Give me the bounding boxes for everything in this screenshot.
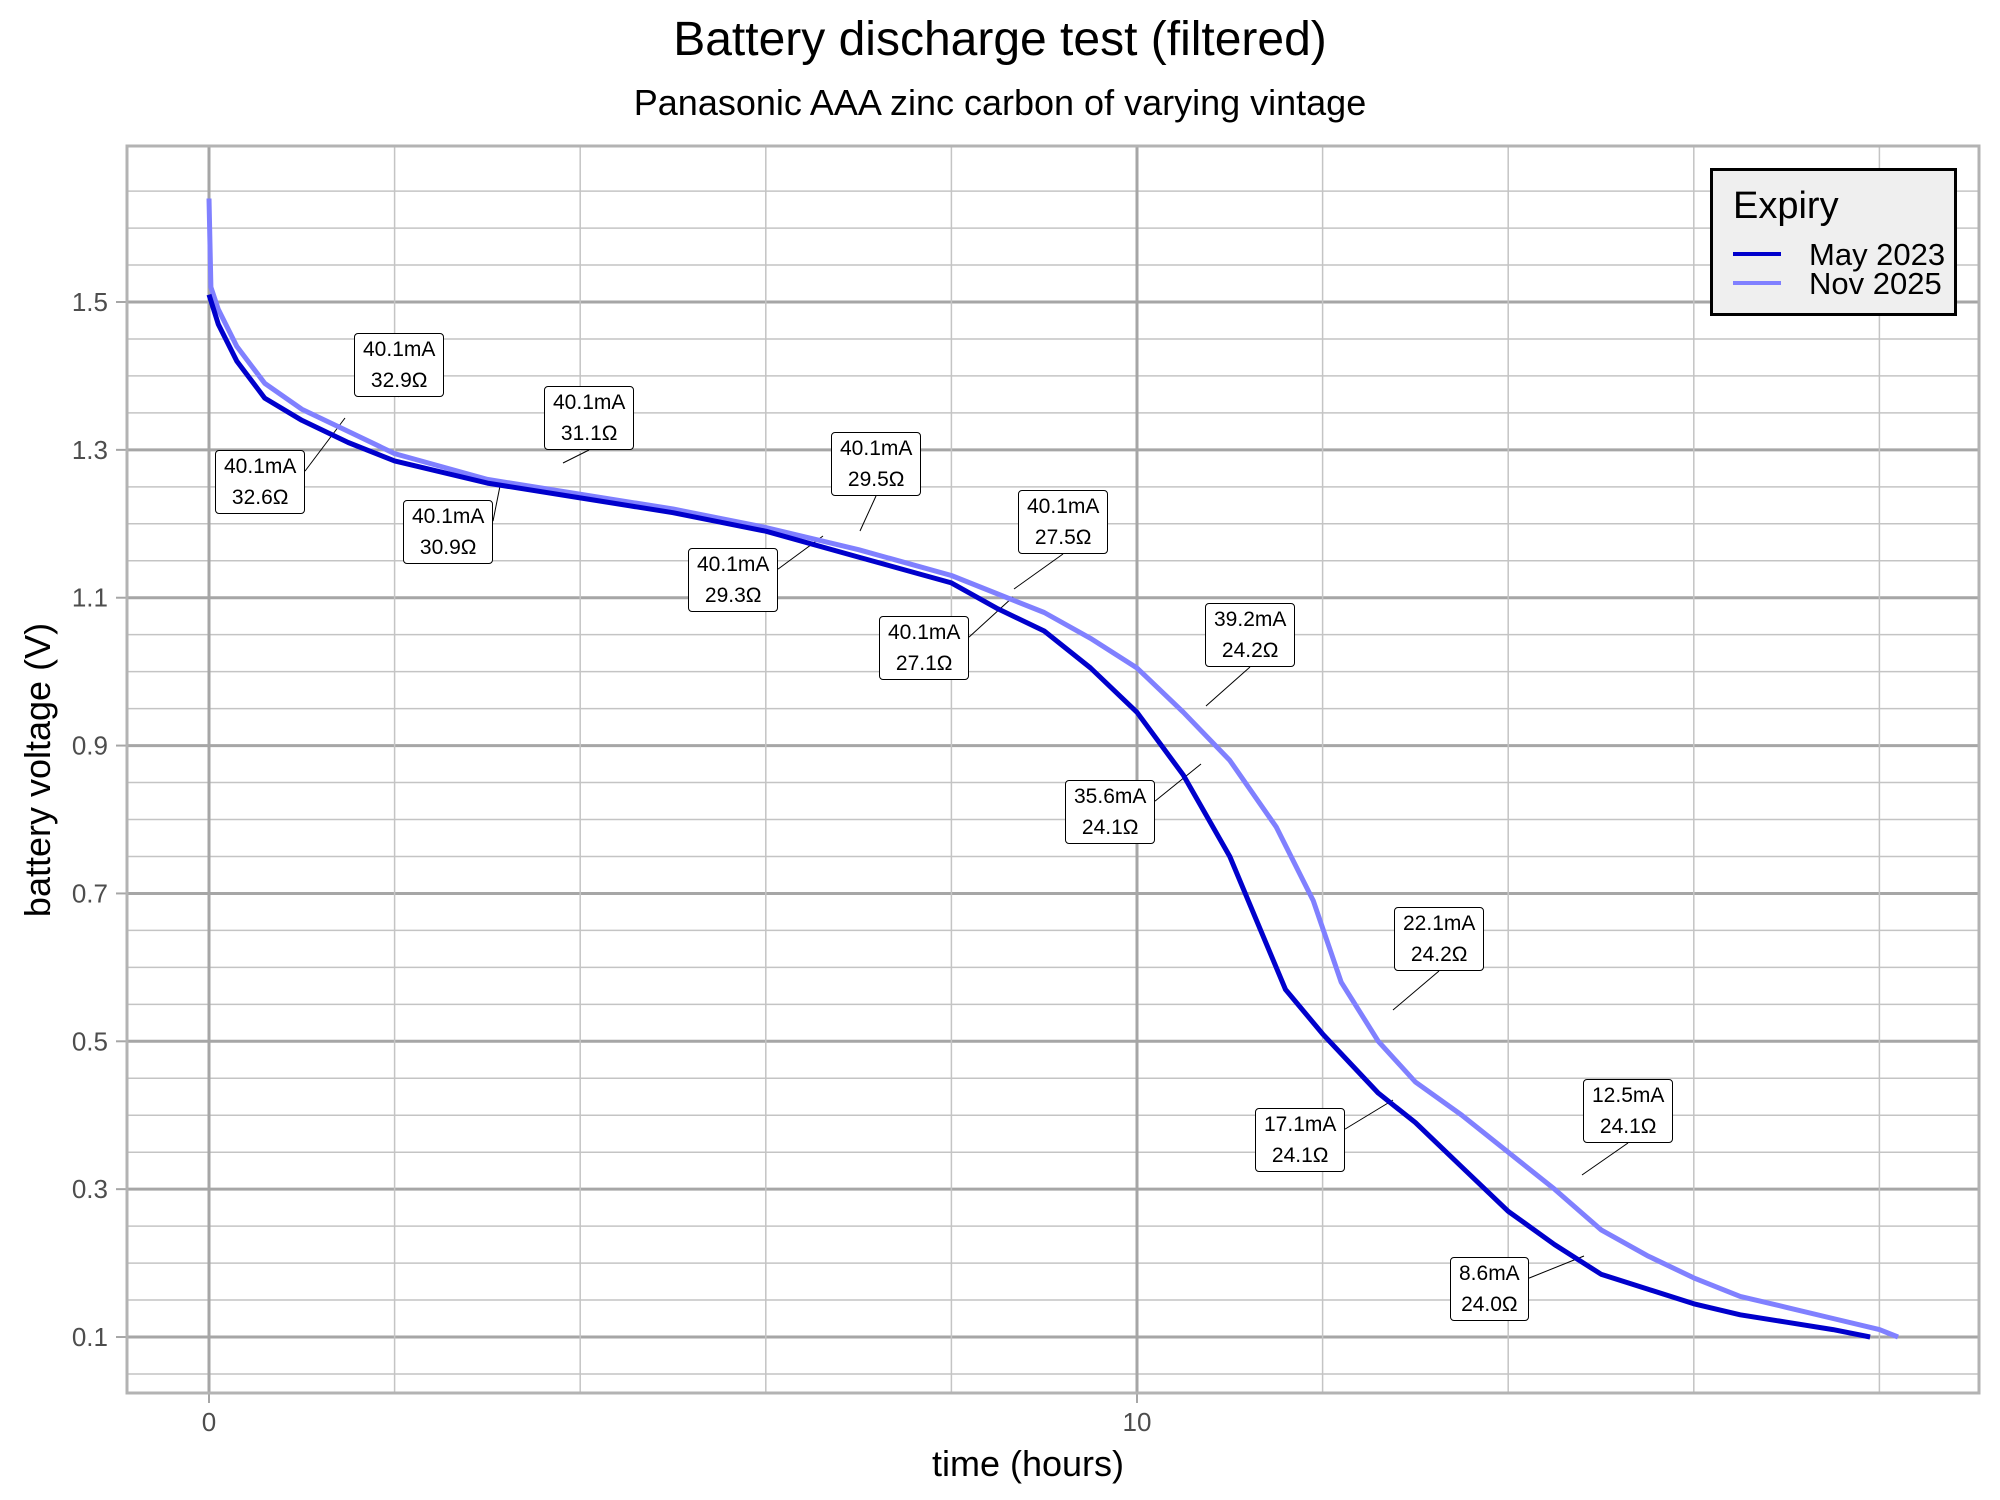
annotation-resistance: 24.0Ω <box>1461 1293 1518 1316</box>
legend-title: Expiry <box>1733 185 1839 227</box>
annotation-resistance: 30.9Ω <box>419 536 477 559</box>
annotation-current: 40.1mA <box>840 437 913 460</box>
annotation-current: 40.1mA <box>363 338 436 361</box>
y-axis-label: battery voltage (V) <box>17 622 58 918</box>
annotation-label: 39.2mA 24.2Ω <box>1205 603 1296 667</box>
gridlines <box>127 146 1979 1393</box>
svg-text:1.5: 1.5 <box>72 287 108 317</box>
legend-label: Nov 2025 <box>1809 266 1942 301</box>
annotation-current: 12.5mA <box>1592 1084 1665 1107</box>
legend: Expiry May 2023 Nov 2025 <box>1710 168 1957 316</box>
annotation-label: 12.5mA 24.1Ω <box>1583 1079 1674 1143</box>
annotation-current: 17.1mA <box>1264 1113 1337 1136</box>
svg-text:0.1: 0.1 <box>72 1322 108 1352</box>
svg-text:0.9: 0.9 <box>72 731 108 761</box>
legend-label: May 2023 <box>1809 237 1946 272</box>
svg-text:0.5: 0.5 <box>72 1026 108 1056</box>
svg-text:0: 0 <box>202 1407 216 1437</box>
chart-subtitle: Panasonic AAA zinc carbon of varying vin… <box>633 82 1367 123</box>
annotation-current: 40.1mA <box>412 505 485 528</box>
annotation-label: 8.6mA 24.0Ω <box>1450 1257 1529 1321</box>
annotation-resistance: 29.5Ω <box>847 468 905 491</box>
svg-text:0.3: 0.3 <box>72 1174 108 1204</box>
legend-item-may-2023: May 2023 <box>1733 237 1953 272</box>
legend-swatch-nov-2025 <box>1733 281 1781 285</box>
annotation-label: 40.1mA 29.3Ω <box>688 548 779 612</box>
annotation-current: 8.6mA <box>1459 1262 1520 1285</box>
series-line-nov-2025 <box>206 198 1899 1340</box>
annotation-current: 40.1mA <box>1027 495 1100 518</box>
annotation-resistance: 27.5Ω <box>1034 526 1092 549</box>
chart-title: Battery discharge test (filtered) <box>673 13 1327 66</box>
annotation-current: 40.1mA <box>224 455 297 478</box>
legend-item-nov-2025: Nov 2025 <box>1733 266 1953 301</box>
x-axis-label: time (hours) <box>931 1443 1125 1484</box>
svg-text:10: 10 <box>1123 1407 1152 1437</box>
annotation-resistance: 24.2Ω <box>1221 639 1279 662</box>
legend-swatch-may-2023 <box>1733 252 1781 256</box>
annotation-label: 40.1mA 31.1Ω <box>544 386 635 450</box>
annotation-current: 40.1mA <box>553 391 626 414</box>
annotation-label: 40.1mA 32.6Ω <box>215 450 306 514</box>
annotation-label: 17.1mA 24.1Ω <box>1255 1108 1346 1172</box>
annotation-label: 40.1mA 27.5Ω <box>1018 490 1109 554</box>
x-axis-ticks: 0 10 <box>202 1393 1152 1437</box>
annotation-resistance: 24.1Ω <box>1599 1115 1657 1138</box>
annotation-current: 39.2mA <box>1214 608 1287 631</box>
annotation-current: 22.1mA <box>1403 912 1476 935</box>
series-line-may-2023 <box>206 293 1871 1340</box>
panel-frame <box>125 144 1981 1395</box>
annotation-current: 40.1mA <box>888 621 961 644</box>
annotation-resistance: 29.3Ω <box>704 584 762 607</box>
annotation-label: 40.1mA 29.5Ω <box>831 432 922 496</box>
annotation-current: 40.1mA <box>697 553 770 576</box>
annotation-label: 40.1mA 32.9Ω <box>354 333 445 397</box>
y-axis-ticks: 0.1 0.3 0.5 0.7 0.9 1.1 1.3 1.5 <box>72 287 127 1352</box>
annotation-current: 35.6mA <box>1074 785 1147 808</box>
annotation-resistance: 32.9Ω <box>370 369 428 392</box>
annotation-resistance: 24.1Ω <box>1271 1144 1329 1167</box>
annotation-label: 40.1mA 30.9Ω <box>403 500 494 564</box>
annotation-resistance: 24.1Ω <box>1081 816 1139 839</box>
annotation-resistance: 27.1Ω <box>895 652 953 675</box>
svg-text:1.1: 1.1 <box>72 583 108 613</box>
annotation-label: 22.1mA 24.2Ω <box>1394 907 1485 971</box>
svg-text:0.7: 0.7 <box>72 878 108 908</box>
annotation-label: 40.1mA 27.1Ω <box>879 616 970 680</box>
annotation-label: 35.6mA 24.1Ω <box>1065 780 1156 844</box>
annotation-resistance: 32.6Ω <box>231 486 289 509</box>
annotation-resistance: 24.2Ω <box>1410 943 1468 966</box>
annotation-resistance: 31.1Ω <box>560 422 618 445</box>
svg-text:1.3: 1.3 <box>72 435 108 465</box>
